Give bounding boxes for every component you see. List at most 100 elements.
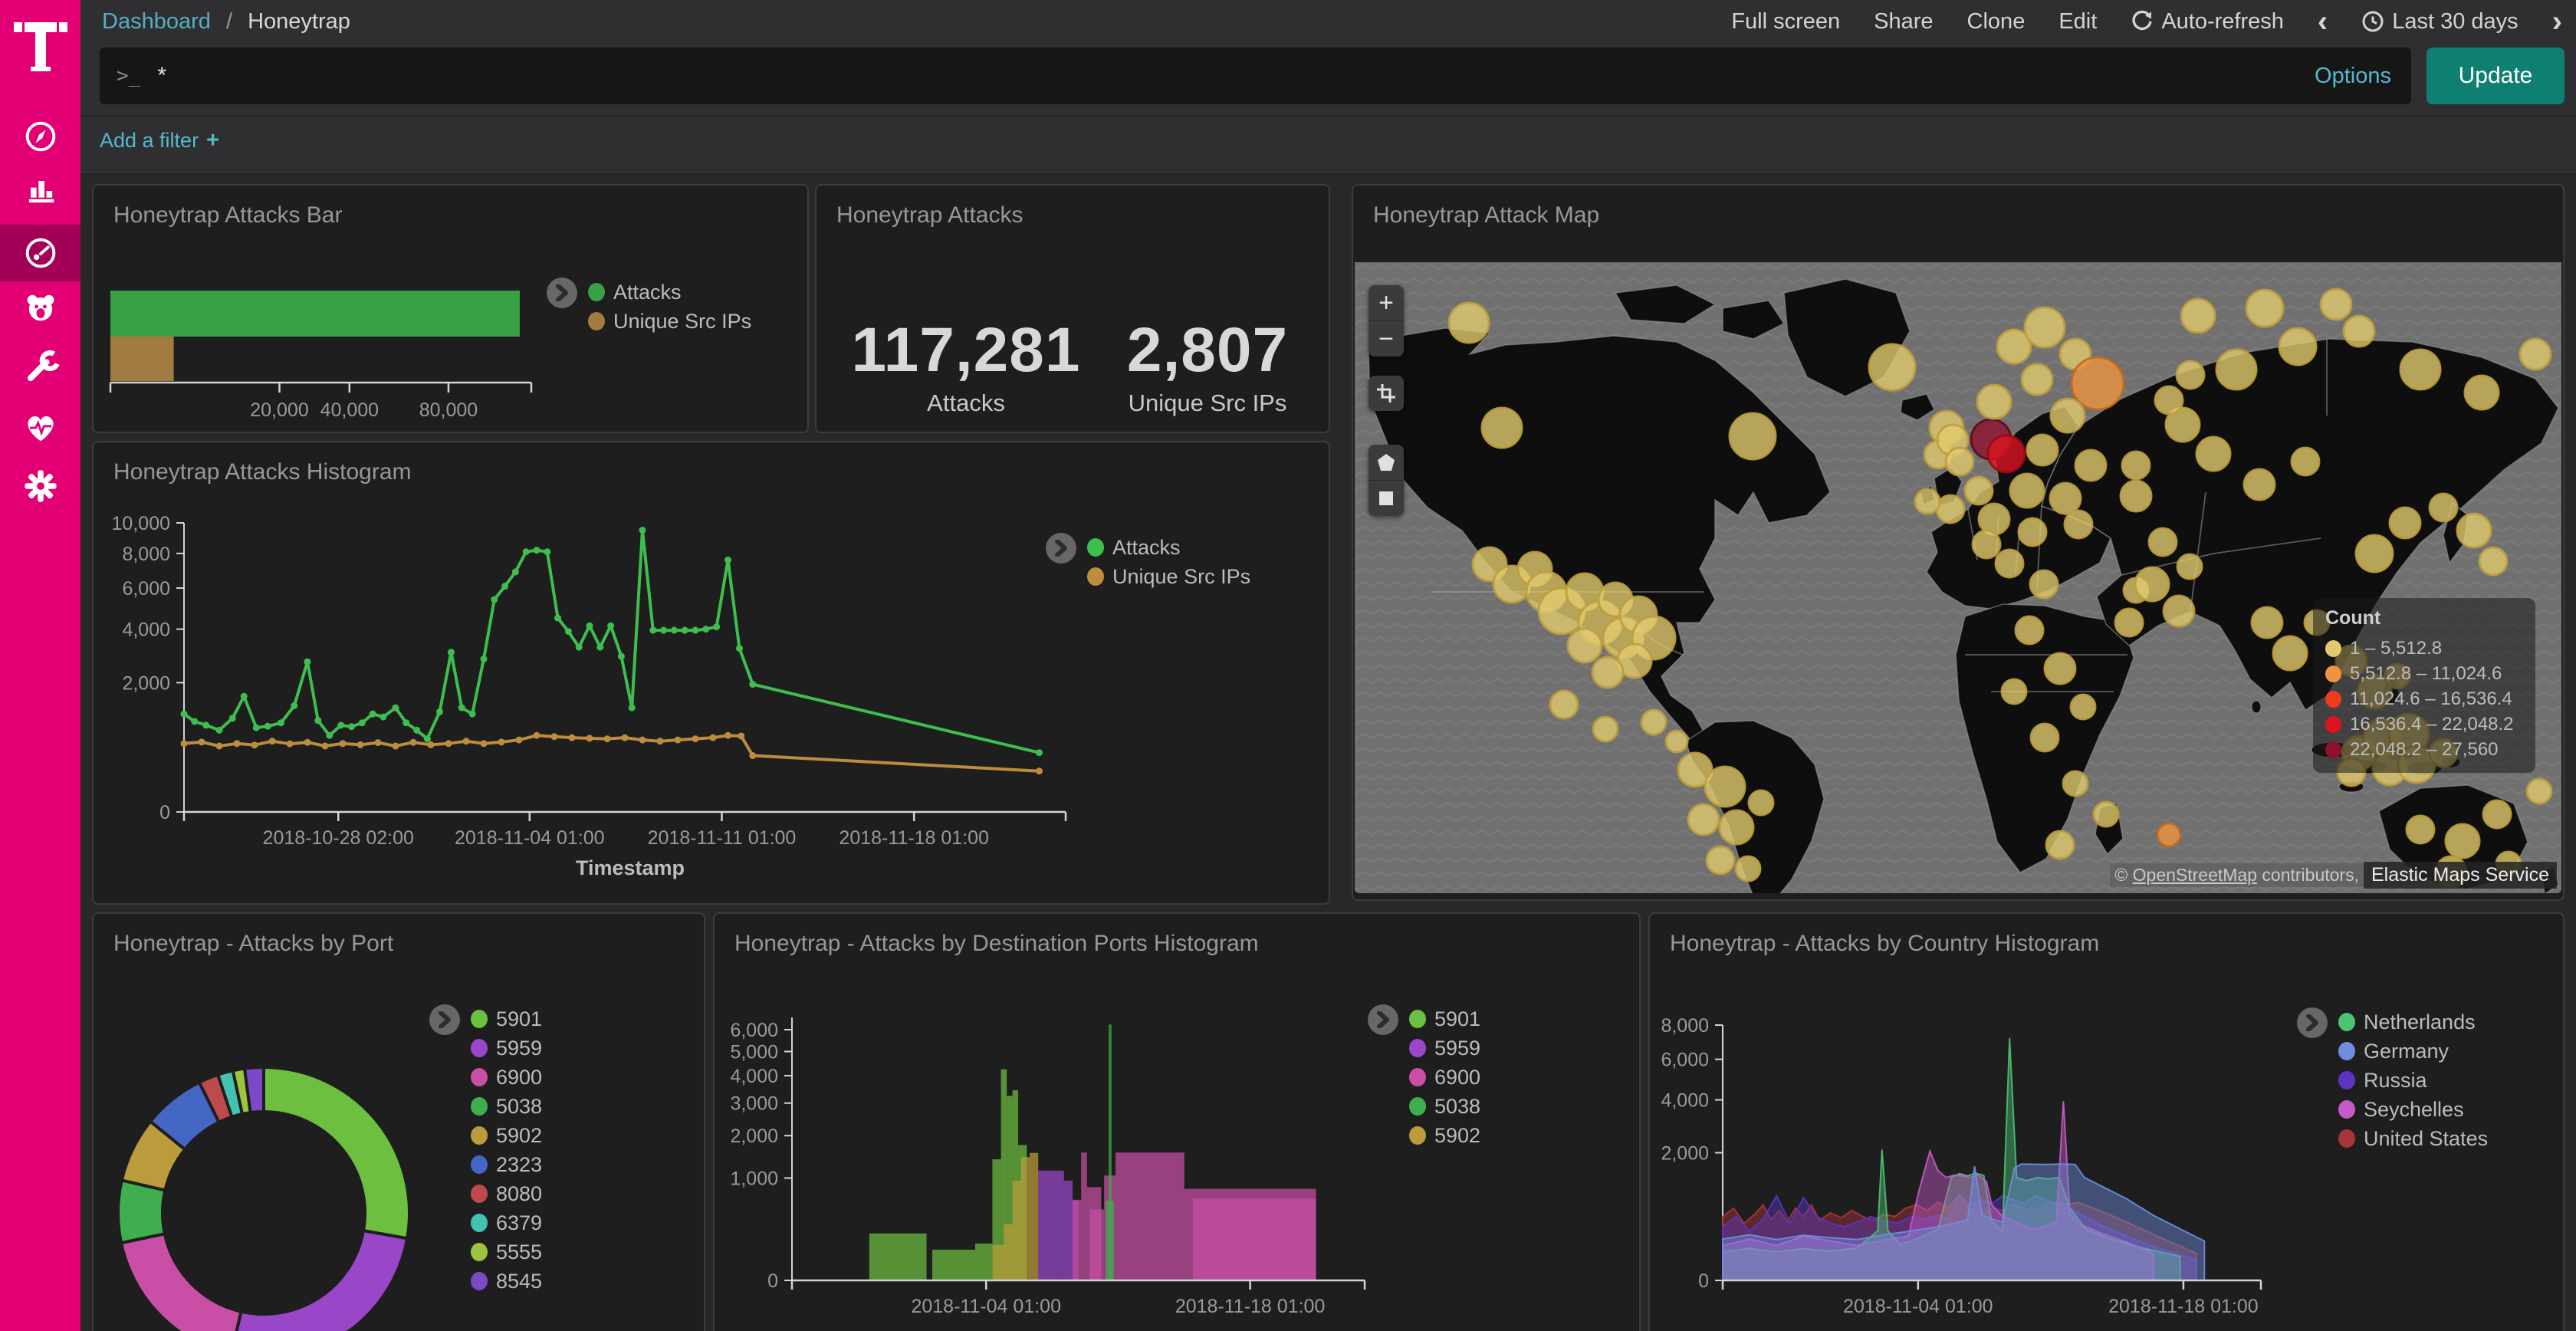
map-legend-range: 5,512.8 – 11,024.6 — [2350, 662, 2502, 684]
legend-item-russia[interactable]: Russia — [2338, 1066, 2488, 1095]
legend-color-dot — [1409, 1126, 1426, 1145]
legend-toggle-icon[interactable] — [1368, 1004, 1398, 1035]
query-input[interactable]: * — [157, 63, 166, 88]
legend-label: 6900 — [1434, 1065, 1481, 1089]
t-mobile-logo[interactable] — [0, 8, 80, 84]
panel-attacks-histogram: Honeytrap Attacks Histogram 0 2,000 4,000 6… — [92, 441, 1330, 905]
legend-item-5902[interactable]: 5902 — [1409, 1121, 1480, 1150]
svg-text:2018-11-18 01:00: 2018-11-18 01:00 — [2108, 1296, 2259, 1317]
sidebar-item-dashboard[interactable] — [0, 225, 80, 281]
svg-text:2018-11-04 01:00: 2018-11-04 01:00 — [1843, 1296, 1993, 1317]
legend-item-5038[interactable]: 5038 — [1409, 1092, 1480, 1121]
legend-item-6379[interactable]: 6379 — [471, 1208, 542, 1237]
legend-color-dot — [471, 1097, 488, 1116]
map-legend-title: Count — [2325, 607, 2381, 629]
query-bar[interactable]: >_ * Options — [100, 48, 2411, 104]
legend-item-attacks[interactable]: Attacks — [1087, 533, 1250, 562]
x-axis-label: Timestamp — [575, 856, 685, 879]
legend-item-8545[interactable]: 8545 — [471, 1267, 542, 1296]
query-options-link[interactable]: Options — [2315, 63, 2391, 88]
legend-label: 2323 — [496, 1152, 543, 1176]
legend-item-unique-src-ips[interactable]: Unique Src IPs — [588, 307, 751, 336]
legend-toggle-icon[interactable] — [2297, 1007, 2328, 1038]
legend-color-dot — [471, 1068, 488, 1086]
legend-item-2323[interactable]: 2323 — [471, 1150, 542, 1179]
rectangle-icon — [1379, 491, 1393, 505]
sidebar-item-monitoring[interactable] — [0, 399, 80, 455]
time-picker-button[interactable]: Last 30 days — [2361, 9, 2518, 35]
time-next-button[interactable]: › — [2551, 5, 2562, 38]
legend-item-6900[interactable]: 6900 — [1409, 1063, 1480, 1092]
legend-item-5901[interactable]: 5901 — [1409, 1004, 1480, 1034]
legend-item-8080[interactable]: 8080 — [471, 1179, 542, 1208]
legend-color-dot — [1409, 1039, 1426, 1057]
sidebar-item-bear[interactable] — [0, 279, 80, 336]
map-legend-row: 11,024.6 – 16,536.4 — [2325, 686, 2523, 712]
legend-toggle-icon[interactable] — [547, 278, 577, 308]
polygon-icon — [1378, 454, 1395, 471]
crop-icon — [1377, 384, 1395, 403]
legend-item-attacks[interactable]: Attacks — [588, 278, 751, 307]
map-legend-dot — [2325, 741, 2341, 758]
legend-toggle-icon[interactable] — [429, 1004, 460, 1035]
legend-label: 5959 — [496, 1036, 543, 1060]
legend-label: 5038 — [1434, 1094, 1481, 1118]
world-map[interactable]: + − Count 1 – 5,512.8 5,512.8 – 11,024.6 1… — [1355, 262, 2561, 893]
update-button[interactable]: Update — [2426, 48, 2564, 104]
svg-text:40,000: 40,000 — [320, 399, 379, 421]
legend-item-germany[interactable]: Germany — [2338, 1037, 2488, 1066]
share-button[interactable]: Share — [1874, 8, 1934, 34]
legend: Netherlands Germany Russia Seychelles United… — [2297, 1007, 2488, 1153]
svg-text:2018-11-04 01:00: 2018-11-04 01:00 — [911, 1296, 1061, 1317]
sidebar-item-dev-tools[interactable] — [0, 340, 80, 396]
legend-label: 5901 — [496, 1007, 543, 1030]
zoom-out-button[interactable]: − — [1368, 321, 1404, 357]
legend-label: Netherlands — [2364, 1010, 2476, 1034]
legend-toggle-icon[interactable] — [1046, 533, 1076, 564]
draw-polygon-button[interactable] — [1368, 445, 1404, 481]
legend-item-5959[interactable]: 5959 — [471, 1034, 542, 1063]
legend-item-5038[interactable]: 5038 — [471, 1092, 542, 1121]
panel-attacks-bar: Honeytrap Attacks Bar 20,000 40,000 80,000… — [92, 184, 809, 433]
sidebar-item-management[interactable] — [0, 458, 80, 514]
svg-text:2018-11-18 01:00: 2018-11-18 01:00 — [1175, 1296, 1326, 1317]
elastic-maps-service-link[interactable]: Elastic Maps Service — [2363, 862, 2557, 889]
legend-color-dot — [471, 1243, 488, 1261]
svg-text:80,000: 80,000 — [419, 399, 478, 421]
openstreetmap-link[interactable]: OpenStreetMap — [2132, 865, 2258, 885]
svg-text:2018-11-04 01:00: 2018-11-04 01:00 — [455, 827, 605, 849]
legend-label: Attacks — [1112, 535, 1181, 559]
legend-item-5959[interactable]: 5959 — [1409, 1034, 1480, 1063]
map-zoom-controls: + − — [1368, 285, 1404, 357]
auto-refresh-button[interactable]: Auto-refresh — [2131, 9, 2284, 35]
time-prev-button[interactable]: ‹ — [2317, 5, 2328, 38]
legend-color-dot — [471, 1039, 488, 1057]
legend-item-seychelles[interactable]: Seychelles — [2338, 1095, 2488, 1124]
sidebar-item-visualize[interactable] — [0, 163, 80, 219]
edit-button[interactable]: Edit — [2058, 8, 2098, 34]
legend-item-5555[interactable]: 5555 — [471, 1237, 542, 1267]
fit-data-bounds-button[interactable] — [1368, 376, 1404, 411]
legend-item-5902[interactable]: 5902 — [471, 1121, 542, 1150]
draw-rectangle-button[interactable] — [1368, 481, 1404, 516]
svg-text:2,000: 2,000 — [730, 1126, 778, 1147]
legend-label: 6900 — [496, 1065, 543, 1089]
sidebar-nav — [0, 0, 80, 1331]
breadcrumb-dashboard-link[interactable]: Dashboard — [102, 8, 211, 34]
legend-item-5901[interactable]: 5901 — [471, 1004, 542, 1034]
svg-text:6,000: 6,000 — [1661, 1050, 1709, 1071]
legend-item-unique-src-ips[interactable]: Unique Src IPs — [1087, 562, 1250, 591]
legend-item-united-states[interactable]: United States — [2338, 1124, 2488, 1153]
full-screen-button[interactable]: Full screen — [1731, 8, 1841, 34]
svg-text:6,000: 6,000 — [730, 1020, 778, 1041]
legend-item-6900[interactable]: 6900 — [471, 1063, 542, 1092]
clone-button[interactable]: Clone — [1967, 8, 2026, 34]
map-legend-row: 22,048.2 – 27,560 — [2325, 737, 2523, 762]
legend-item-netherlands[interactable]: Netherlands — [2338, 1007, 2488, 1037]
map-legend-range: 11,024.6 – 16,536.4 — [2350, 688, 2512, 709]
legend-label: 5901 — [1434, 1007, 1481, 1030]
sidebar-item-discover[interactable] — [0, 108, 80, 165]
country-histogram: 0 2,000 4,000 6,000 8,000 2018-11-04 01:00 201… — [1661, 1015, 2262, 1317]
zoom-in-button[interactable]: + — [1368, 285, 1404, 321]
add-filter-link[interactable]: Add a filter + — [100, 127, 220, 153]
